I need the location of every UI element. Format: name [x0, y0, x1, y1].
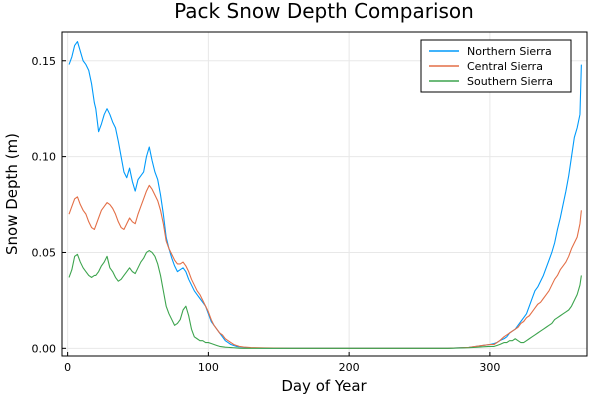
y-tick-label: 0.15 [32, 55, 57, 68]
y-tick-label: 0.05 [32, 246, 57, 259]
legend-label-central: Central Sierra [467, 60, 543, 73]
chart-title: Pack Snow Depth Comparison [174, 0, 474, 23]
legend-label-northern: Northern Sierra [467, 45, 552, 58]
series-lines [68, 41, 582, 349]
series-line-southern-sierra [68, 250, 582, 349]
x-tick-label: 200 [339, 361, 360, 374]
x-axis-label: Day of Year [281, 377, 367, 395]
y-tick-label: 0.00 [32, 342, 57, 355]
y-axis-ticks: 0.00 0.05 0.10 0.15 [32, 55, 66, 355]
y-tick-label: 0.10 [32, 151, 57, 164]
x-tick-label: 300 [479, 361, 500, 374]
y-axis-label: Snow Depth (m) [3, 133, 21, 255]
x-tick-label: 0 [64, 361, 71, 374]
legend-label-southern: Southern Sierra [467, 75, 553, 88]
x-axis-ticks: 0 100 200 300 [64, 352, 500, 374]
series-line-central-sierra [68, 184, 582, 349]
x-tick-label: 100 [198, 361, 219, 374]
plot-frame [61, 31, 588, 357]
legend: Northern Sierra Central Sierra Southern … [420, 39, 572, 93]
